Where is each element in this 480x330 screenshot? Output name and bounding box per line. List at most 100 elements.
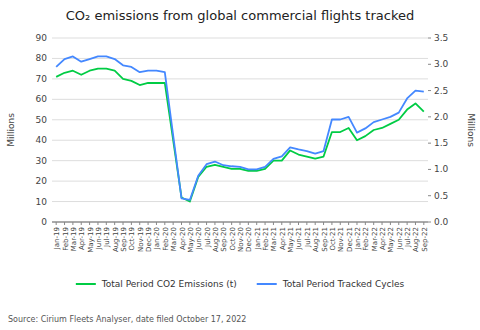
series-line	[56, 69, 424, 202]
y-tick-label: 50	[36, 115, 48, 125]
x-tick	[164, 222, 165, 225]
x-tick	[89, 222, 90, 225]
x-tick	[273, 222, 274, 225]
grid-line	[52, 58, 428, 59]
x-tick	[64, 222, 65, 225]
x-tick	[248, 222, 249, 225]
x-tick	[148, 222, 149, 225]
x-tick-label: Oct-20	[229, 227, 237, 251]
x-tick-label: Jan-21	[254, 227, 262, 250]
x-tick-label: Jul-22	[404, 227, 412, 248]
y2-tick-label: 0.0	[434, 217, 449, 227]
y-axis-label: Millions	[6, 113, 16, 147]
x-tick-label: Sep-22	[421, 227, 429, 252]
legend-label: Total Period Tracked Cycles	[282, 279, 405, 289]
y2-tick	[428, 195, 431, 196]
y2-tick-label: 3.0	[434, 59, 449, 69]
series-line	[56, 56, 424, 200]
x-tick	[331, 222, 332, 225]
x-tick	[315, 222, 316, 225]
source-note: Source: Cirium Fleets Analyser, date fil…	[8, 315, 246, 324]
x-tick-label: Jul-21	[304, 227, 312, 248]
y2-tick	[428, 222, 431, 223]
x-tick-label: May-21	[287, 227, 295, 253]
y-tick-label: 60	[36, 94, 48, 104]
x-tick	[356, 222, 357, 225]
x-tick-label: Jun-21	[295, 227, 303, 250]
x-tick	[365, 222, 366, 225]
y2-tick	[428, 64, 431, 65]
grid-line	[52, 140, 428, 141]
y2-tick-label: 1.5	[434, 138, 448, 148]
x-tick-label: Jul-19	[103, 227, 111, 248]
x-tick-label: Apr-21	[279, 227, 287, 250]
y2-tick	[428, 90, 431, 91]
x-tick-label: Jul-20	[204, 227, 212, 248]
y-tick-label: 40	[36, 135, 48, 145]
y-tick-label: 70	[36, 74, 48, 84]
x-tick-label: May-20	[187, 227, 195, 253]
x-tick	[173, 222, 174, 225]
x-tick	[348, 222, 349, 225]
x-tick	[181, 222, 182, 225]
x-tick-label: Apr-20	[179, 227, 187, 250]
x-tick	[198, 222, 199, 225]
x-tick-label: Feb-21	[262, 227, 270, 251]
grid-line	[52, 119, 428, 120]
x-tick	[306, 222, 307, 225]
x-tick	[423, 222, 424, 225]
x-tick-label: Apr-19	[78, 227, 86, 250]
x-tick	[265, 222, 266, 225]
x-tick	[415, 222, 416, 225]
x-tick	[290, 222, 291, 225]
grid-line	[52, 201, 428, 202]
x-tick-label: Aug-22	[412, 227, 420, 252]
x-tick	[298, 222, 299, 225]
y-tick-label: 30	[36, 156, 48, 166]
plot-area	[56, 56, 424, 201]
x-tick-label: Aug-21	[312, 227, 320, 252]
legend-swatch	[76, 283, 96, 285]
x-tick-label: Feb-20	[162, 227, 170, 251]
x-tick-label: Sep-20	[220, 227, 228, 252]
x-tick-label: Jan-19	[53, 227, 61, 250]
x-tick	[131, 222, 132, 225]
x-tick-label: Dec-21	[346, 227, 354, 252]
y-tick-label: 10	[36, 197, 48, 207]
x-tick-label: Mar-22	[371, 227, 379, 251]
x-tick	[382, 222, 383, 225]
y2-tick-label: 0.5	[434, 191, 448, 201]
legend: Total Period CO2 Emissions (t) Total Peri…	[76, 279, 405, 289]
x-tick-label: Jun-19	[95, 227, 103, 250]
x-tick	[106, 222, 107, 225]
y-tick-label: 80	[36, 53, 48, 63]
x-tick	[214, 222, 215, 225]
title: CO₂ emissions from global commercial fli…	[66, 8, 414, 23]
y2-tick-label: 1.0	[434, 164, 449, 174]
x-tick	[156, 222, 157, 225]
y2-tick-label: 2.0	[434, 112, 449, 122]
y2-tick	[428, 38, 431, 39]
x-tick-label: Mar-20	[170, 227, 178, 251]
x-tick-label: May-19	[87, 227, 95, 253]
x-tick	[231, 222, 232, 225]
x-tick	[407, 222, 408, 225]
legend-label: Total Period CO2 Emissions (t)	[101, 279, 237, 289]
x-tick-label: Feb-19	[62, 227, 70, 251]
x-tick	[72, 222, 73, 225]
x-tick	[123, 222, 124, 225]
x-tick-label: Oct-21	[329, 227, 337, 251]
x-tick-label: Jan-22	[354, 227, 362, 250]
x-tick	[139, 222, 140, 225]
x-tick	[81, 222, 82, 225]
y-tick-label: 0	[41, 217, 47, 227]
x-tick	[114, 222, 115, 225]
x-tick-label: Jun-20	[195, 227, 203, 250]
x-tick-label: Nov-19	[137, 227, 145, 252]
y2-tick	[428, 143, 431, 144]
y2-tick	[428, 169, 431, 170]
x-tick	[97, 222, 98, 225]
x-tick-label: May-22	[387, 227, 395, 253]
x-tick-label: Mar-21	[270, 227, 278, 251]
y2-tick-label: 3.5	[434, 33, 448, 43]
